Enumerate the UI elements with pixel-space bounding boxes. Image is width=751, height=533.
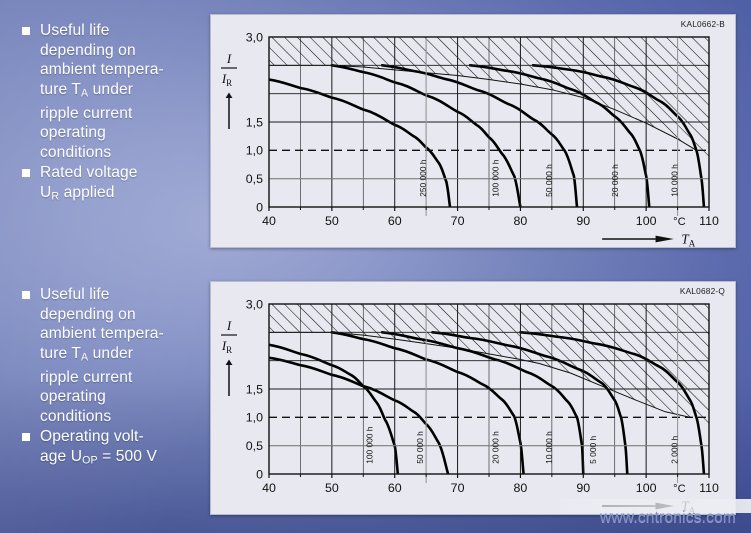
curve-label: 250 000 h — [418, 159, 428, 197]
bullet-line-part: U — [40, 184, 52, 202]
svg-text:IR: IR — [221, 338, 232, 355]
y-tick-label: 1,5 — [246, 382, 263, 396]
bullet-block-top: Useful life depending on ambient tempera… — [22, 21, 207, 207]
chart-svg-bottom: 100 000 h 50 000 h 20 000 h 10 000 h 5 000 h… — [221, 297, 719, 514]
y-axis-title: I IR — [221, 51, 237, 129]
y-tick-label: 0 — [256, 200, 263, 214]
bullet-line: Useful life — [40, 22, 110, 39]
bullet-rated-voltage: Rated voltage UR applied — [22, 163, 207, 207]
watermark-text: www.cntronics.com — [600, 509, 737, 526]
bullet-line: ambient tempera- — [40, 325, 164, 343]
bullet-line: conditions — [40, 143, 112, 161]
y-tick-label: 3,0 — [246, 30, 263, 44]
curve-label: 10 000 h — [544, 431, 554, 464]
x-tick-label: 80 — [514, 481, 528, 495]
x-tick-label: 100 — [636, 214, 657, 228]
bullet-line: ture TA under — [40, 344, 212, 368]
bullet-line-part: applied — [59, 184, 115, 202]
bullet-square-icon — [22, 433, 30, 442]
curve-label: 100 000 h — [490, 159, 500, 197]
y-tick-label: 1,0 — [246, 411, 263, 425]
bullet-line: Useful life — [40, 286, 110, 303]
bullet-useful-life-top: Useful life depending on ambient tempera… — [22, 21, 207, 162]
bullet-square-icon — [22, 27, 30, 35]
svg-text:TA: TA — [681, 232, 695, 248]
x-tick-label: 110 — [699, 481, 719, 495]
x-tick-label: 90 — [576, 214, 590, 228]
y-tick-label: 0 — [256, 467, 263, 481]
y-tick-label: 0,5 — [246, 439, 263, 453]
bullet-block-bottom: Useful life depending on ambient tempera… — [22, 285, 212, 471]
bullet-line: ture TA under — [40, 80, 207, 104]
subscript-a: A — [81, 351, 89, 364]
bullet-line-part: ture T — [40, 344, 82, 362]
y-tick-label: 1,5 — [246, 115, 263, 129]
x-tick-label: 110 — [699, 214, 719, 228]
x-tick-label: 60 — [388, 481, 402, 495]
x-tick-label: 70 — [451, 481, 465, 495]
curve-label: 20 000 h — [490, 431, 500, 464]
bullet-square-icon — [22, 169, 30, 178]
curve-label: 2 000 h — [670, 436, 680, 464]
x-axis-title: TA — [602, 232, 696, 248]
y-tick-label: 0,5 — [246, 172, 263, 186]
subscript-r: R — [51, 190, 60, 203]
svg-text:I: I — [226, 51, 232, 66]
chart-code-bottom: KAL0682-Q — [679, 286, 725, 296]
curve-label: 50 000 h — [544, 164, 554, 197]
curve-label: 100 000 h — [365, 426, 375, 464]
bullet-useful-life-bottom: Useful life depending on ambient tempera… — [22, 285, 212, 426]
subscript-op: OP — [82, 454, 98, 467]
bullet-line: operating — [40, 388, 106, 406]
x-tick-label: 40 — [262, 214, 276, 228]
x-axis-unit: °C — [673, 483, 686, 495]
x-tick-label: 80 — [514, 214, 528, 228]
x-tick-label: 50 — [325, 481, 339, 495]
bullet-line-part: ture T — [40, 80, 82, 98]
bullet-line-part: under — [88, 80, 134, 98]
y-tick-label: 1,0 — [246, 144, 263, 158]
x-tick-label: 40 — [262, 481, 276, 495]
x-tick-label: 90 — [576, 481, 590, 495]
curve-label: 5 000 h — [588, 436, 598, 464]
bullet-line: ripple current — [40, 368, 133, 386]
bullet-line: conditions — [40, 407, 112, 425]
chart-code-top: KAL0662-B — [680, 19, 725, 29]
chart-panel-top: KAL0662-B 250 000 h 100 000 h 50 000 h 20 0… — [210, 14, 736, 248]
curve-label: 50 000 h — [415, 431, 425, 464]
bullet-line: depending on — [40, 41, 136, 59]
bullet-operating-voltage: Operating volt- age UOP = 500 V — [22, 427, 212, 471]
x-tick-label: 60 — [388, 214, 402, 228]
subscript-a: A — [81, 87, 89, 100]
bullet-line: Operating volt- — [40, 428, 144, 446]
x-tick-label: 100 — [636, 481, 657, 495]
bullet-line-part: under — [88, 344, 134, 362]
svg-text:I: I — [226, 318, 232, 333]
bullet-square-icon — [22, 291, 30, 299]
y-tick-label: 3,0 — [246, 297, 263, 311]
bullet-line: operating — [40, 124, 106, 142]
bullet-line: UR applied — [40, 183, 207, 207]
watermark-strip — [560, 499, 751, 513]
x-tick-label: 70 — [451, 214, 465, 228]
curve-label: 10 000 h — [670, 164, 680, 197]
bullet-line: age UOP = 500 V — [40, 447, 212, 471]
chart-panel-bottom: KAL0682-Q 100 000 h 50 000 h 20 000 h 10 00… — [210, 281, 736, 515]
bullet-line-part: age U — [40, 448, 83, 466]
bullet-line-part: = 500 V — [97, 448, 157, 466]
y-axis-title: I IR — [221, 318, 237, 396]
chart-svg-top: 250 000 h 100 000 h 50 000 h 20 000 h 10 000… — [221, 30, 719, 248]
x-tick-label: 50 — [325, 214, 339, 228]
curve-label: 20 000 h — [610, 164, 620, 197]
bullet-line: depending on — [40, 305, 136, 323]
x-axis-unit: °C — [673, 216, 686, 228]
svg-text:IR: IR — [221, 71, 232, 88]
bullet-line: Rated voltage — [40, 164, 138, 182]
bullet-line: ripple current — [40, 104, 133, 122]
bullet-line: ambient tempera- — [40, 61, 164, 79]
